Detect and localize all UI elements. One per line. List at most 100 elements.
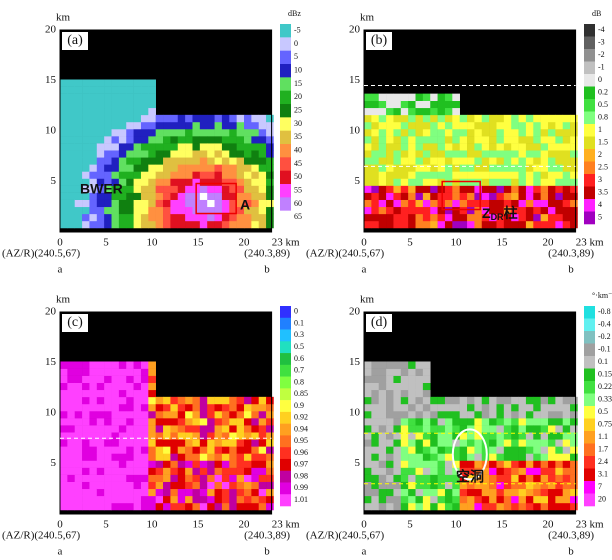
radar-cell [430,468,438,475]
radar-cell [75,503,83,510]
radar-cell [67,136,75,143]
radar-cell [251,453,259,460]
radar-cell [548,193,556,200]
radar-cell [259,214,267,221]
radar-cell [266,157,274,164]
y-tick-label: 15 [45,74,57,86]
radar-cell [467,453,475,460]
radar-cell [104,150,112,157]
radar-cell [89,489,97,496]
radar-cell [393,207,401,214]
radar-cell [134,207,142,214]
radar-cell [408,122,416,129]
colorbar-segment [280,77,291,91]
radar-cell [229,475,237,482]
radar-cell [423,157,431,164]
radar-cell [386,94,394,101]
radar-cell [438,200,446,207]
radar-cell [379,214,387,221]
radar-cell [215,460,223,467]
radar-cell [156,129,164,136]
radar-cell [408,115,416,122]
radar-cell [511,496,519,503]
y-tick-label: 5 [51,175,57,187]
radar-cell [75,200,83,207]
radar-cell [526,482,534,489]
radar-cell [533,193,541,200]
y-tick-label: 5 [51,457,57,469]
radar-cell [126,411,134,418]
radar-cell [141,390,149,397]
radar-cell [89,475,97,482]
radar-cell [371,136,379,143]
radar-cell [563,164,571,171]
radar-cell [60,475,68,482]
radar-cell [408,390,416,397]
radar-cell [163,503,171,510]
radar-cell [548,503,556,510]
radar-cell [185,460,193,467]
radar-cell [141,122,149,129]
radar-cell [489,186,497,193]
radar-cell [222,482,230,489]
radar-cell [75,482,83,489]
radar-cell [104,425,112,432]
radar-cell [67,418,75,425]
radar-cell [237,186,245,193]
radar-cell [474,453,482,460]
radar-cell [126,214,134,221]
radar-cell [229,446,237,453]
radar-cell [126,460,134,467]
radar-cell [555,404,563,411]
radar-cell [570,122,578,129]
radar-cell [192,439,200,446]
radar-cell [170,496,178,503]
radar-cell [511,164,519,171]
radar-cell [489,157,497,164]
radar-cell [170,489,178,496]
radar-cell [60,376,68,383]
radar-cell [97,129,105,136]
radar-cell [259,193,267,200]
radar-cell [67,186,75,193]
radar-cell [430,171,438,178]
radar-cell [393,164,401,171]
radar-cell [126,171,134,178]
radar-cell [452,397,460,404]
radar-cell [207,122,215,129]
radar-cell [148,171,156,178]
radar-cell [163,460,171,467]
radar-cell [192,150,200,157]
radar-cell [75,129,83,136]
radar-cell [134,157,142,164]
radar-cell [237,150,245,157]
radar-cell [519,193,527,200]
radar-cell [82,439,90,446]
radar-cell [460,404,468,411]
radar-cell [416,439,424,446]
radar-cell [207,186,215,193]
radar-cell [371,503,379,510]
radar-cell [200,453,208,460]
radar-cell [229,503,237,510]
radar-cell [445,475,453,482]
radar-cell [379,418,387,425]
radar-cell [67,503,75,510]
radar-cell [185,425,193,432]
radar-cell [82,369,90,376]
radar-cell [237,221,245,228]
radar-cell [134,178,142,185]
radar-cell [89,143,97,150]
radar-cell [215,397,223,404]
radar-cell [126,221,134,228]
radar-cell [126,207,134,214]
radar-cell [393,475,401,482]
radar-cell [489,468,497,475]
radar-cell [141,108,149,115]
radar-cell [170,453,178,460]
radar-cell [259,397,267,404]
radar-cell [393,489,401,496]
radar-cell [75,446,83,453]
radar-cell [148,214,156,221]
radar-cell [104,171,112,178]
